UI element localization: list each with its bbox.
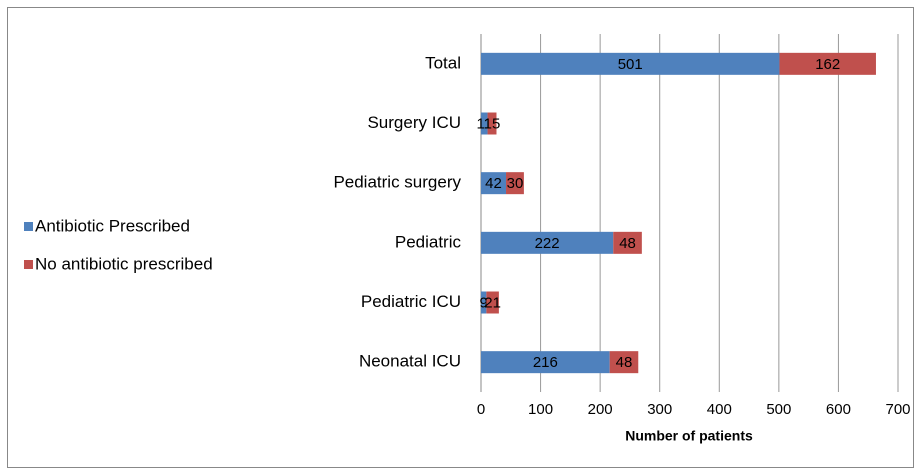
chart-border [7,7,914,468]
bar [481,52,780,75]
y-tick-label: Pediatric ICU [361,292,461,311]
legend-swatch [24,260,33,269]
bar [487,112,497,135]
y-tick-label: Surgery ICU [367,113,461,132]
bar [481,231,614,254]
data-label: 501 [618,56,643,73]
bar [779,52,876,75]
bar [486,291,499,314]
x-tick-label: 700 [885,401,910,418]
data-label: 162 [815,56,840,73]
bar [481,351,610,374]
x-tick-label: 100 [528,401,553,418]
x-tick-label: 300 [647,401,672,418]
bar [506,172,524,195]
bar [481,112,488,135]
bar [481,291,487,314]
data-label: 42 [485,175,502,192]
y-tick-label: Pediatric surgery [333,173,461,192]
y-tick-label: Total [425,53,461,72]
legend-swatch [24,222,33,231]
x-tick-label: 500 [766,401,791,418]
data-label: 222 [535,235,560,252]
bar [481,172,507,195]
x-axis-title: Number of patients [625,428,753,444]
data-label: 9 [480,294,488,311]
bar [609,351,639,374]
x-tick-label: 600 [826,401,851,418]
legend-label: Antibiotic Prescribed [35,216,190,235]
x-tick-label: 400 [707,401,732,418]
legend-label: No antibiotic prescribed [35,254,213,273]
x-tick-label: 0 [477,401,485,418]
data-label: 21 [484,294,501,311]
data-label: 15 [484,115,501,132]
data-label: 48 [619,235,636,252]
data-label: 48 [616,354,633,371]
data-label: 30 [507,175,524,192]
x-tick-label: 200 [588,401,613,418]
bar [613,231,642,254]
y-tick-label: Neonatal ICU [359,352,461,371]
data-label: 216 [533,354,558,371]
y-tick-label: Pediatric [395,232,462,251]
